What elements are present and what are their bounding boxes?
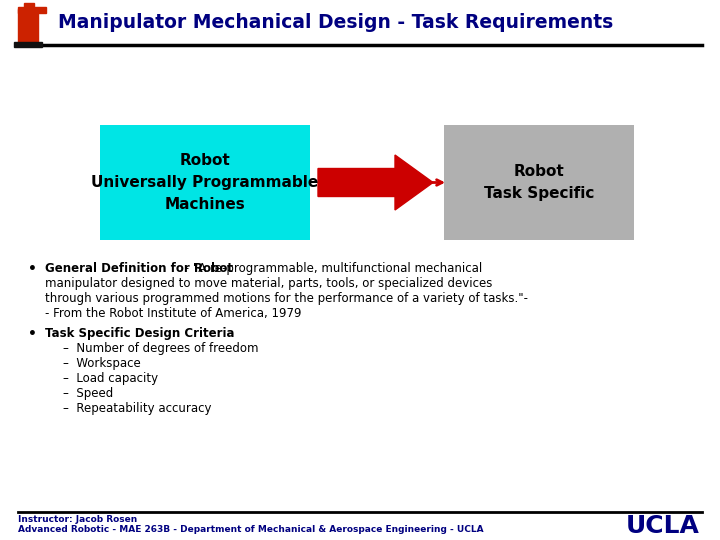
Bar — [18, 9, 38, 44]
Text: - From the Robot Institute of America, 1979: - From the Robot Institute of America, 1… — [45, 307, 302, 320]
Bar — [24, 3, 34, 9]
Text: Robot
Task Specific: Robot Task Specific — [484, 164, 594, 201]
FancyBboxPatch shape — [100, 125, 310, 240]
Text: Instructor: Jacob Rosen: Instructor: Jacob Rosen — [18, 515, 138, 524]
Text: Task Specific Design Criteria: Task Specific Design Criteria — [45, 327, 235, 340]
Text: UCLA: UCLA — [626, 514, 700, 538]
Text: General Definition for Robot: General Definition for Robot — [45, 262, 233, 275]
Text: –  Repeatability accuracy: – Repeatability accuracy — [63, 402, 212, 415]
Text: •: • — [28, 262, 37, 276]
Text: –  Workspace: – Workspace — [63, 357, 140, 370]
Text: –  Speed: – Speed — [63, 387, 113, 400]
Text: •: • — [28, 327, 37, 341]
FancyArrow shape — [318, 155, 433, 210]
Bar — [18, 7, 46, 13]
Text: Advanced Robotic - MAE 263B - Department of Mechanical & Aerospace Engineering -: Advanced Robotic - MAE 263B - Department… — [18, 525, 484, 534]
Text: - "A re-programmable, multifunctional mechanical: - "A re-programmable, multifunctional me… — [181, 262, 482, 275]
Text: manipulator designed to move material, parts, tools, or specialized devices: manipulator designed to move material, p… — [45, 277, 492, 290]
FancyBboxPatch shape — [444, 125, 634, 240]
Text: Robot
Universally Programmable
Machines: Robot Universally Programmable Machines — [91, 153, 319, 212]
Text: Manipulator Mechanical Design - Task Requirements: Manipulator Mechanical Design - Task Req… — [58, 14, 613, 32]
Text: –  Number of degrees of freedom: – Number of degrees of freedom — [63, 342, 258, 355]
Text: –  Load capacity: – Load capacity — [63, 372, 158, 385]
Bar — [14, 42, 42, 47]
Text: through various programmed motions for the performance of a variety of tasks."-: through various programmed motions for t… — [45, 292, 528, 305]
